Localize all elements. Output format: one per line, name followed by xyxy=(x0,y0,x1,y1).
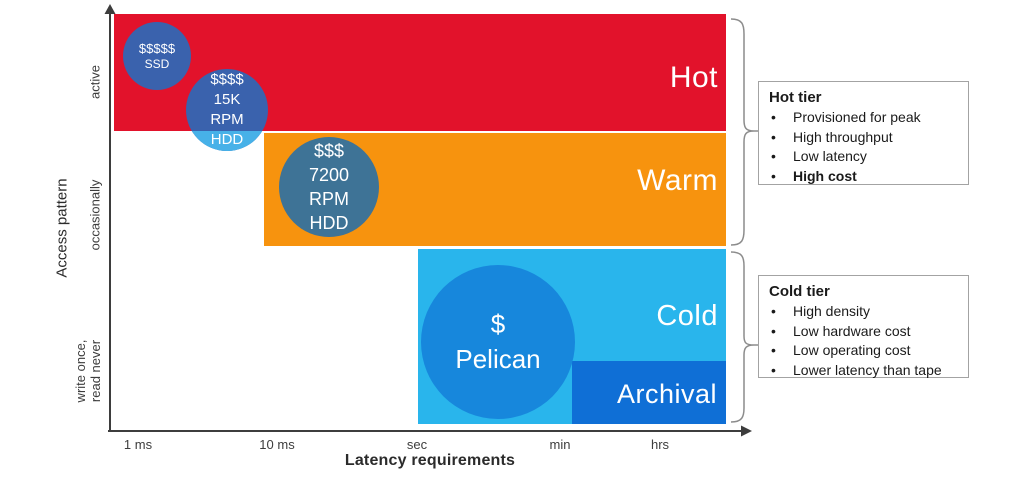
region-archival xyxy=(572,361,726,424)
bubble-7200-cost: $$$ xyxy=(313,141,345,161)
hot-tier-title: Hot tier xyxy=(769,89,822,106)
bubble-ssd-label: SSD xyxy=(144,56,170,71)
cold-tier-title: Cold tier xyxy=(769,283,830,300)
x-tick-min: min xyxy=(549,437,571,452)
bullet-icon: • xyxy=(771,109,776,125)
bullet-icon: • xyxy=(771,361,776,378)
cold-tier-bullet-2: • Low hardware cost xyxy=(769,322,960,342)
cold-archival-brace-icon xyxy=(730,251,755,423)
hot-tier-callout: Hot tier • Provisioned for peak • High t… xyxy=(758,81,969,185)
y-tick-occasionally: occasionally xyxy=(87,179,103,251)
bullet-icon: • xyxy=(771,128,776,145)
bullet-icon: • xyxy=(771,342,776,358)
bubble-pelican-label: Pelican xyxy=(455,344,541,374)
bubble-7200-line4: HDD xyxy=(309,213,349,233)
x-tick-10ms: 10 ms xyxy=(259,437,295,452)
hot-tier-bullet-3: • Low latency xyxy=(769,147,960,167)
hot-tier-bullet-2: • High throughput xyxy=(769,128,960,148)
bubble-ssd-cost: $$$$$ xyxy=(138,40,176,56)
y-axis-arrowhead-icon xyxy=(104,4,116,14)
cold-tier-callout: Cold tier • High density • Low hardware … xyxy=(758,275,969,378)
cold-tier-bullet-3: • Low operating cost xyxy=(769,341,960,361)
cold-tier-bullet-4: • Lower latency than tape xyxy=(769,361,960,381)
x-tick-sec: sec xyxy=(406,437,428,452)
y-tick-write-once-read-never: write once, read never xyxy=(73,316,103,426)
y-tick-write-once-line2: read never xyxy=(88,339,103,403)
bullet-icon: • xyxy=(771,303,776,319)
hot-tier-bullet-1: • Provisioned for peak xyxy=(769,108,960,128)
x-axis-arrowhead-icon xyxy=(741,425,752,437)
bubble-7200-line2: 7200 xyxy=(308,165,350,185)
y-tick-active: active xyxy=(87,65,103,99)
bubble-15k-lower-half xyxy=(186,131,268,151)
region-label-warm: Warm xyxy=(637,164,718,197)
region-label-hot: Hot xyxy=(669,61,718,94)
region-label-archival: Archival xyxy=(616,379,717,409)
bubble-15k-line2: 15K xyxy=(213,91,241,108)
bullet-icon: • xyxy=(771,148,776,164)
bubble-15k-line3: RPM xyxy=(210,111,244,128)
bubble-7200-rpm-hdd: $$$ 7200 RPM HDD xyxy=(279,137,379,237)
x-axis-title: Latency requirements xyxy=(344,452,516,469)
hot-warm-brace-icon xyxy=(730,18,755,246)
bubble-15k-line4: HDD xyxy=(210,131,244,148)
x-tick-hrs: hrs xyxy=(650,437,670,452)
bubble-pelican: $ Pelican xyxy=(421,265,575,419)
bubble-ssd: $$$$$ SSD xyxy=(123,22,191,90)
y-axis-title: Access pattern xyxy=(53,178,71,278)
x-tick-1ms: 1 ms xyxy=(123,437,153,452)
bubble-15k-cost: $$$$ xyxy=(210,71,244,88)
bullet-icon: • xyxy=(771,322,776,339)
bubble-7200-line3: RPM xyxy=(309,189,349,209)
region-label-cold: Cold xyxy=(656,300,718,332)
bubble-15k-rpm-hdd: $$$$ 15K RPM HDD xyxy=(186,69,268,151)
cold-tier-bullet-1: • High density xyxy=(769,302,960,322)
hot-tier-bullet-4: • High cost xyxy=(769,167,960,187)
y-tick-write-once-line1: write once, xyxy=(73,339,88,403)
bullet-icon: • xyxy=(771,167,776,184)
bubble-pelican-cost: $ xyxy=(490,309,506,339)
